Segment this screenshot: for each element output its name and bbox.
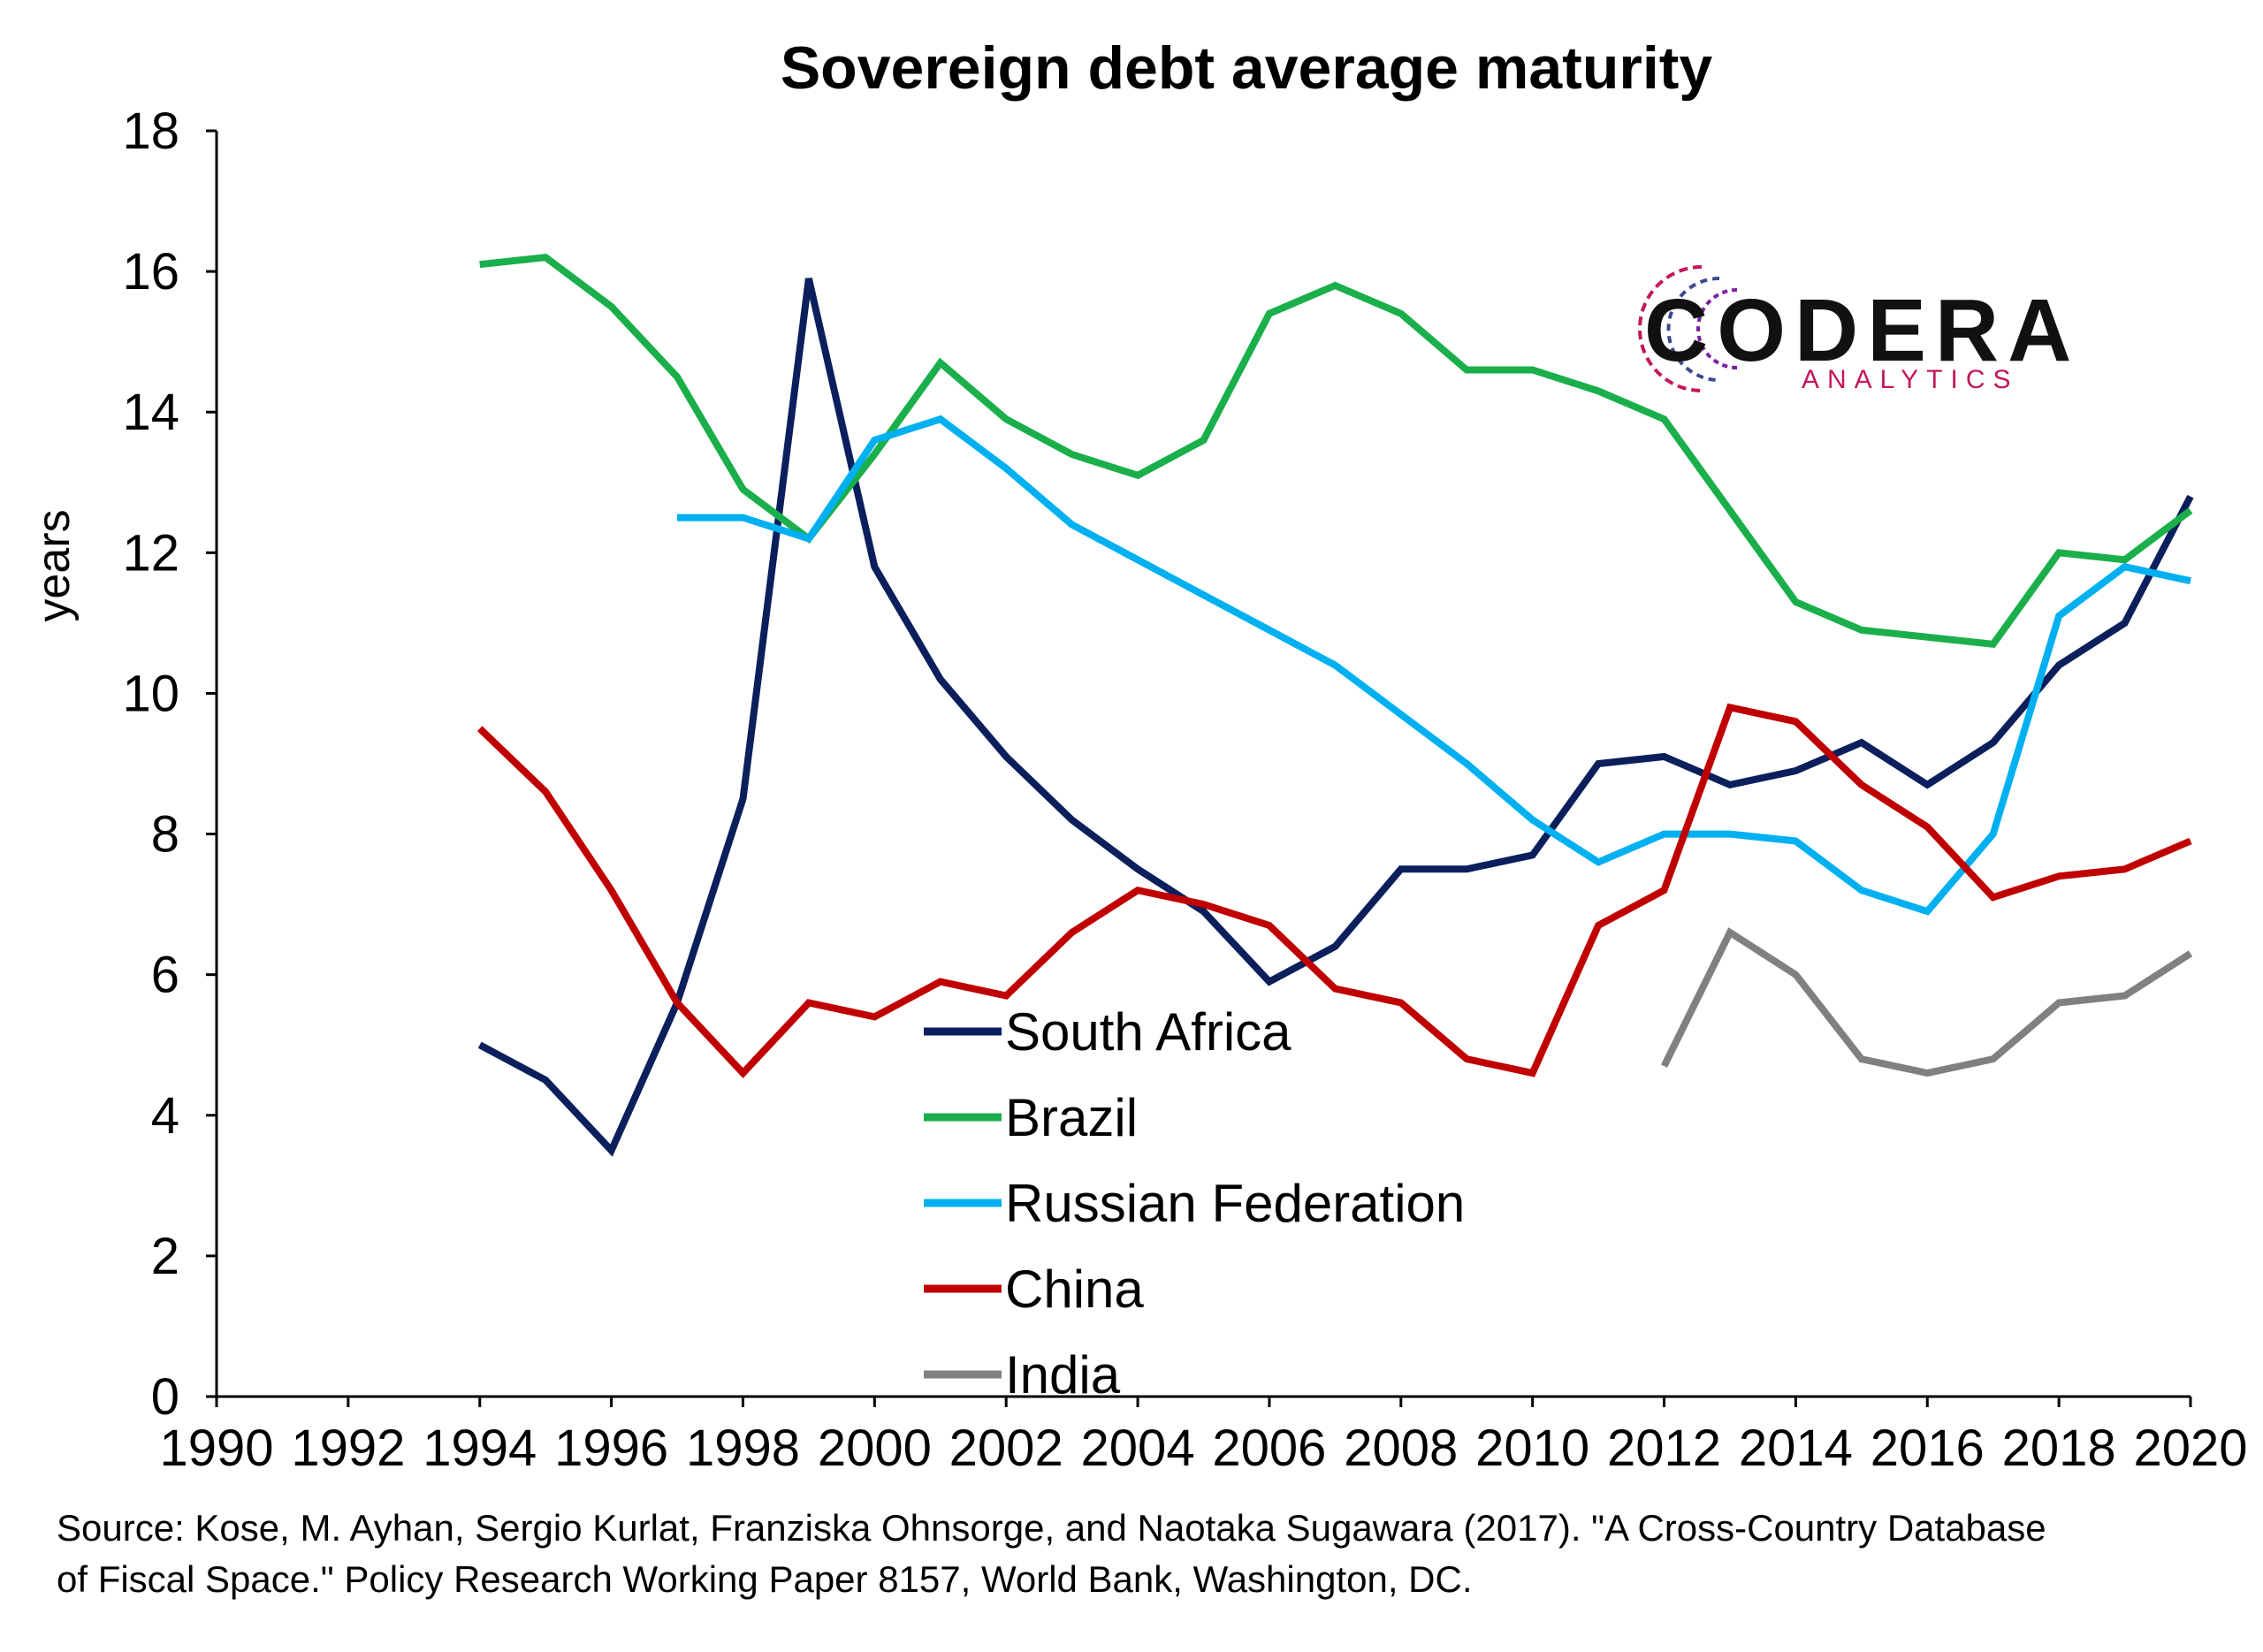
series-line-china xyxy=(476,703,2192,1078)
y-tick-label: 0 xyxy=(151,1368,179,1426)
y-tick-label: 2 xyxy=(151,1228,179,1285)
legend-label: Brazil xyxy=(1005,1088,1138,1147)
y-tick-label: 18 xyxy=(122,103,179,160)
x-tick-label: 2000 xyxy=(818,1420,932,1477)
series-lines xyxy=(476,254,2194,1157)
series-line-brazil xyxy=(479,254,2193,649)
x-tick-label: 1996 xyxy=(554,1420,668,1477)
y-tick-label: 16 xyxy=(122,243,179,301)
source-note: Source: Kose, M. Ayhan, Sergio Kurlat, F… xyxy=(57,1503,2213,1605)
x-tick-label: 1994 xyxy=(423,1420,537,1477)
logo-subtitle: ANALYTICS xyxy=(1802,365,2019,394)
x-tick-label: 2008 xyxy=(1344,1420,1458,1477)
legend-label: Russian Federation xyxy=(1005,1174,1465,1233)
series-line-india xyxy=(1660,927,2193,1077)
series-line-russian-federation xyxy=(677,415,2191,916)
x-tick-label: 2014 xyxy=(1739,1420,1853,1477)
y-tick-label: 12 xyxy=(122,524,179,582)
source-line: Source: Kose, M. Ayhan, Sergio Kurlat, F… xyxy=(57,1507,2046,1549)
x-tick-label: 2006 xyxy=(1212,1420,1326,1477)
x-tick-label: 2012 xyxy=(1607,1420,1721,1477)
y-axis-label: years xyxy=(28,509,80,621)
x-tick-label: 2020 xyxy=(2133,1420,2247,1477)
x-tick-label: 2010 xyxy=(1475,1420,1589,1477)
series-line-south-africa xyxy=(477,278,2194,1157)
y-tick-label: 10 xyxy=(122,665,179,722)
logo-circuit-icon xyxy=(1638,265,1756,392)
logo-word: CODERA xyxy=(1644,281,2080,380)
x-tick-label: 2018 xyxy=(2002,1420,2116,1477)
axes: 0 2 4 6 8 10 12 14 16 18 1990 1992 1994 1996 1998 2000 2… xyxy=(122,103,2247,1477)
y-tick-label: 8 xyxy=(151,806,179,864)
y-tick-label: 14 xyxy=(122,384,179,441)
x-tick-label: 1998 xyxy=(686,1420,800,1477)
legend-label: South Africa xyxy=(1005,1002,1292,1062)
y-tick-label: 6 xyxy=(151,947,179,1004)
legend: South Africa Brazil Russian Federation Chin… xyxy=(924,1002,1465,1405)
y-tick-label: 4 xyxy=(151,1087,179,1145)
x-tick-label: 2004 xyxy=(1081,1420,1195,1477)
x-tick-label: 1990 xyxy=(159,1420,273,1477)
x-tick-label: 2016 xyxy=(1871,1420,1985,1477)
legend-label: India xyxy=(1005,1345,1121,1405)
source-line: of Fiscal Space." Policy Research Workin… xyxy=(57,1558,1473,1600)
x-tick-label: 2002 xyxy=(949,1420,1063,1477)
x-tick-label: 1992 xyxy=(291,1420,405,1477)
legend-label: China xyxy=(1005,1260,1144,1319)
chart-title: Sovereign debt average maturity xyxy=(781,34,1713,102)
codera-logo: CODERA ANALYTICS xyxy=(1638,265,2080,394)
